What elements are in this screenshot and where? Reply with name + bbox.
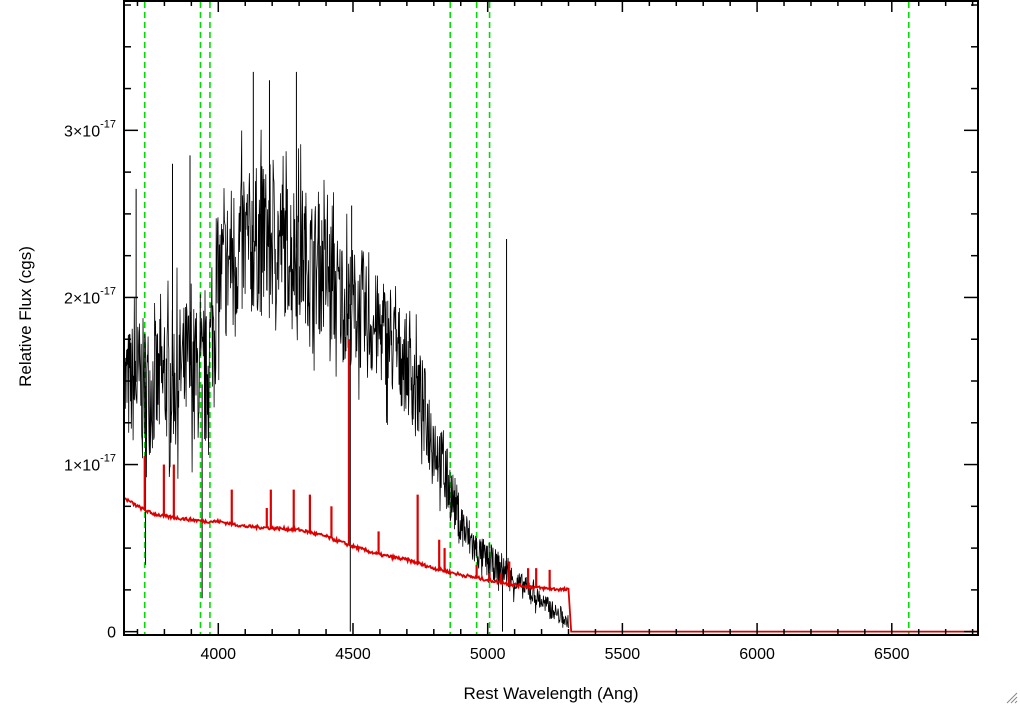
x-tick-label: 5000	[470, 646, 506, 663]
reference-lines	[143, 2, 910, 634]
x-tick-label: 4500	[335, 646, 371, 663]
observed-spectrum-line	[123, 129, 569, 629]
model-spectrum-line	[123, 496, 978, 633]
series-layer	[123, 71, 978, 633]
y-tick-label: 3×10-17	[64, 118, 116, 140]
x-axis-label: Rest Wavelength (Ang)	[463, 684, 638, 703]
y-axis-label: Relative Flux (cgs)	[16, 246, 35, 387]
y-tick-label: 2×10-17	[64, 285, 116, 307]
x-tick-label: 5500	[605, 646, 641, 663]
x-axis: 4000 4500 5000 5500 6000 6500	[136, 0, 974, 663]
x-tick-label: 4000	[200, 646, 236, 663]
resize-grip-icon[interactable]	[1004, 690, 1018, 704]
x-tick-label: 6000	[739, 646, 775, 663]
y-tick-label: 1×10-17	[64, 453, 116, 475]
y-tick-label: 0	[107, 625, 116, 642]
plot-frame	[123, 0, 979, 636]
y-axis: 0 1×10-17 2×10-17 3×10-17	[64, 4, 978, 642]
x-tick-label: 6500	[874, 646, 910, 663]
